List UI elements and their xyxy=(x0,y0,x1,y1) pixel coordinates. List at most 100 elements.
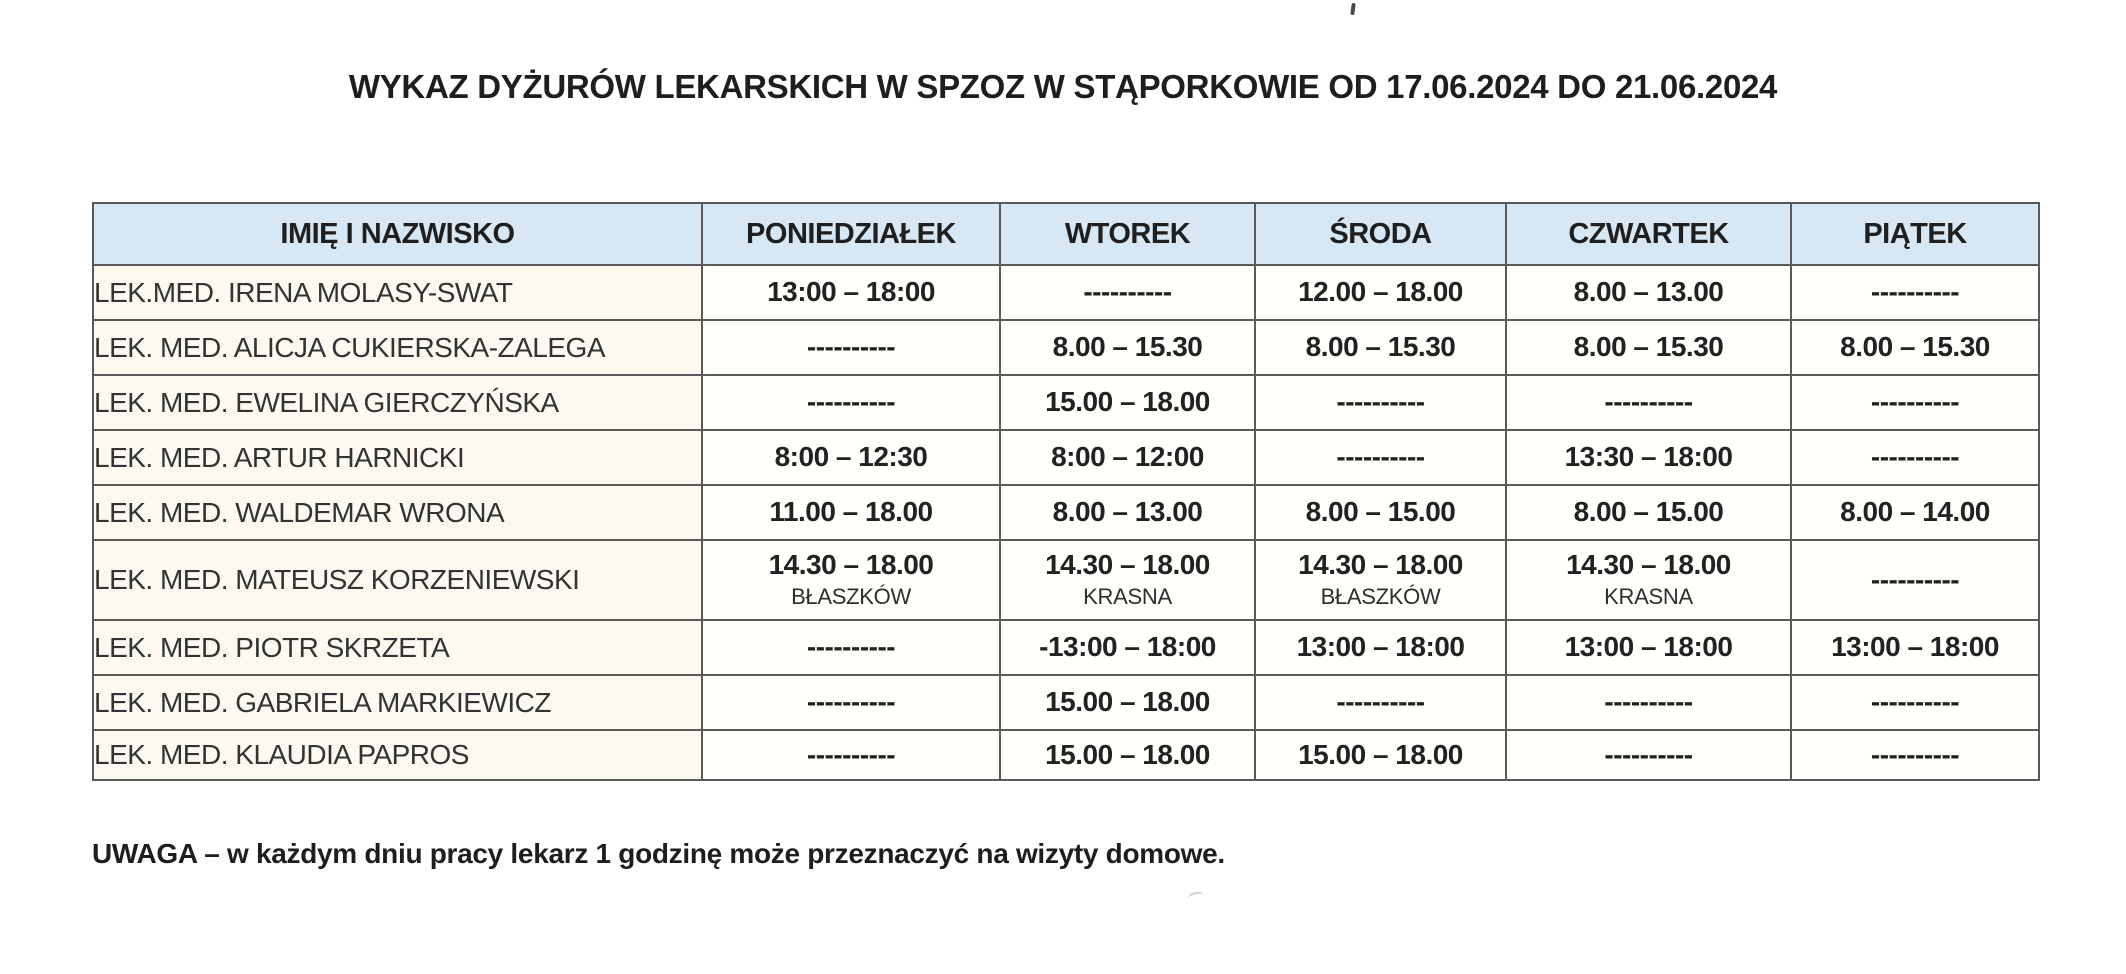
time-range: ---------- xyxy=(1604,738,1693,770)
time-range: 12.00 – 18.00 xyxy=(1298,276,1463,308)
schedule-cell: 13:00 – 18:00 xyxy=(1254,619,1507,676)
page-title: WYKAZ DYŻURÓW LEKARSKICH W SPZOZ W STĄPO… xyxy=(348,68,1778,105)
time-range: 8.00 – 15.30 xyxy=(1573,331,1724,363)
time-range: 8.00 – 15.30 xyxy=(1052,331,1203,363)
location-label: KRASNA xyxy=(1083,584,1172,610)
schedule-cell: ---------- xyxy=(1790,674,2040,731)
time-range: ---------- xyxy=(1870,738,1960,770)
time-range: ---------- xyxy=(806,631,896,663)
col-header-day: CZWARTEK xyxy=(1505,202,1792,266)
table-body: LEK.MED. IRENA MOLASY-SWAT 13:00 – 18:00 -… xyxy=(92,264,2040,781)
schedule-cell: 13:00 – 18:00 xyxy=(1505,619,1792,676)
header-row: IMIĘ I NAZWISKO PONIEDZIAŁEK WTOREK ŚRODA CZ… xyxy=(92,202,2040,266)
schedule-cell: 15.00 – 18.00 xyxy=(999,674,1256,731)
footer-note: UWAGA – w każdym dniu pracy lekarz 1 god… xyxy=(92,838,1225,869)
time-range: 15.00 – 18.00 xyxy=(1045,386,1210,418)
schedule-cell: ---------- xyxy=(1790,374,2040,431)
time-range: 8.00 – 15.30 xyxy=(1840,331,1990,363)
time-range: 8.00 – 13.00 xyxy=(1573,276,1724,308)
schedule-cell: ---------- xyxy=(701,729,1001,781)
schedule-cell: 14.30 – 18.00 KRASNA xyxy=(999,539,1256,621)
col-header-day: ŚRODA xyxy=(1254,202,1507,266)
doctor-name-cell: LEK. MED. ALICJA CUKIERSKA-ZALEGA xyxy=(92,319,703,376)
table-row: LEK. MED. ARTUR HARNICKI 8:00 – 12:30 8:00… xyxy=(92,429,2040,486)
time-range: 13:00 – 18:00 xyxy=(1831,631,1999,663)
scan-artifact xyxy=(1187,890,1205,904)
schedule-cell: 8.00 – 15.30 xyxy=(1254,319,1507,376)
time-range: 8.00 – 15.30 xyxy=(1305,331,1456,363)
doctor-name-cell: LEK. MED. MATEUSZ KORZENIEWSKI xyxy=(92,539,703,621)
time-range: 13:00 – 18:00 xyxy=(767,276,935,308)
schedule-cell: ---------- xyxy=(701,319,1001,376)
time-range: ---------- xyxy=(1870,563,1960,595)
location-label: BŁASZKÓW xyxy=(791,584,911,610)
time-range: 14.30 – 18.00 xyxy=(768,548,934,580)
schedule-cell: ---------- xyxy=(1790,539,2040,621)
schedule-cell: 8.00 – 15.30 xyxy=(1505,319,1792,376)
time-range: ---------- xyxy=(1604,686,1693,718)
schedule-cell: 8.00 – 15.30 xyxy=(1790,319,2040,376)
time-range: 13:00 – 18:00 xyxy=(1296,631,1465,663)
schedule-cell: 8.00 – 15.00 xyxy=(1254,484,1507,541)
schedule-cell: 8:00 – 12:00 xyxy=(999,429,1256,486)
time-range: 8.00 – 15.00 xyxy=(1305,496,1456,528)
time-range: 15.00 – 18.00 xyxy=(1045,686,1210,718)
location-label: BŁASZKÓW xyxy=(1320,584,1441,610)
table-row: LEK.MED. IRENA MOLASY-SWAT 13:00 – 18:00 -… xyxy=(92,264,2040,321)
schedule-cell: 8.00 – 15.00 xyxy=(1505,484,1792,541)
schedule-cell: 14.30 – 18.00 KRASNA xyxy=(1505,539,1792,621)
time-range: ---------- xyxy=(1870,441,1960,473)
time-range: 14.30 – 18.00 xyxy=(1298,548,1463,580)
time-range: ---------- xyxy=(806,686,896,718)
time-range: ---------- xyxy=(1870,386,1960,418)
time-range: ---------- xyxy=(806,331,896,363)
schedule-cell: ---------- xyxy=(1505,729,1792,781)
time-range: 15.00 – 18.00 xyxy=(1298,738,1463,770)
schedule-cell: ---------- xyxy=(1505,374,1792,431)
time-range: ---------- xyxy=(1336,386,1425,418)
doctor-name-cell: LEK.MED. IRENA MOLASY-SWAT xyxy=(92,264,703,321)
time-range: 15.00 – 18.00 xyxy=(1045,738,1210,770)
time-range: 8.00 – 13.00 xyxy=(1052,496,1203,528)
doctor-name-cell: LEK. MED. KLAUDIA PAPROS xyxy=(92,729,703,781)
duty-schedule-table: IMIĘ I NAZWISKO PONIEDZIAŁEK WTOREK ŚRODA CZ… xyxy=(92,202,2040,781)
table-row: LEK. MED. GABRIELA MARKIEWICZ ---------- 1… xyxy=(92,674,2040,731)
col-header-day: WTOREK xyxy=(999,202,1256,266)
doctor-name-cell: LEK. MED. PIOTR SKRZETA xyxy=(92,619,703,676)
schedule-cell: 15.00 – 18.00 xyxy=(999,374,1256,431)
time-range: 8:00 – 12:30 xyxy=(774,441,928,473)
time-range: ---------- xyxy=(806,386,896,418)
schedule-cell: ---------- xyxy=(701,674,1001,731)
time-range: 8.00 – 14.00 xyxy=(1840,496,1990,528)
schedule-cell: ---------- xyxy=(1254,429,1507,486)
schedule-cell: ---------- xyxy=(701,374,1001,431)
schedule-cell: ---------- xyxy=(1505,674,1792,731)
time-range: ---------- xyxy=(1336,441,1425,473)
doctor-name-cell: LEK. MED. ARTUR HARNICKI xyxy=(92,429,703,486)
table-row: LEK. MED. MATEUSZ KORZENIEWSKI 14.30 – 18… xyxy=(92,539,2040,621)
time-range: 13:00 – 18:00 xyxy=(1564,631,1733,663)
schedule-cell: 14.30 – 18.00 BŁASZKÓW xyxy=(701,539,1001,621)
schedule-cell: ---------- xyxy=(1254,674,1507,731)
schedule-cell: 14.30 – 18.00 BŁASZKÓW xyxy=(1254,539,1507,621)
doctor-name-cell: LEK. MED. EWELINA GIERCZYŃSKA xyxy=(92,374,703,431)
time-range: 14.30 – 18.00 xyxy=(1045,548,1210,580)
schedule-cell: ---------- xyxy=(1790,264,2040,321)
schedule-cell: 11.00 – 18.00 xyxy=(701,484,1001,541)
table-row: LEK. MED. KLAUDIA PAPROS ---------- 15.00 … xyxy=(92,729,2040,781)
doctor-name-cell: LEK. MED. WALDEMAR WRONA xyxy=(92,484,703,541)
time-range: ---------- xyxy=(1870,686,1960,718)
doctor-name-cell: LEK. MED. GABRIELA MARKIEWICZ xyxy=(92,674,703,731)
schedule-cell: ---------- xyxy=(1254,374,1507,431)
time-range: ---------- xyxy=(1870,276,1960,308)
table-row: LEK. MED. PIOTR SKRZETA ---------- -13:00 … xyxy=(92,619,2040,676)
table-row: LEK. MED. WALDEMAR WRONA 11.00 – 18.00 8.0… xyxy=(92,484,2040,541)
table-row: LEK. MED. ALICJA CUKIERSKA-ZALEGA -------… xyxy=(92,319,2040,376)
schedule-cell: 8.00 – 14.00 xyxy=(1790,484,2040,541)
location-label: KRASNA xyxy=(1604,584,1693,610)
time-range: 14.30 – 18.00 xyxy=(1566,548,1731,580)
schedule-cell: 13:00 – 18:00 xyxy=(1790,619,2040,676)
time-range: ---------- xyxy=(1336,686,1425,718)
schedule-cell: 15.00 – 18.00 xyxy=(999,729,1256,781)
